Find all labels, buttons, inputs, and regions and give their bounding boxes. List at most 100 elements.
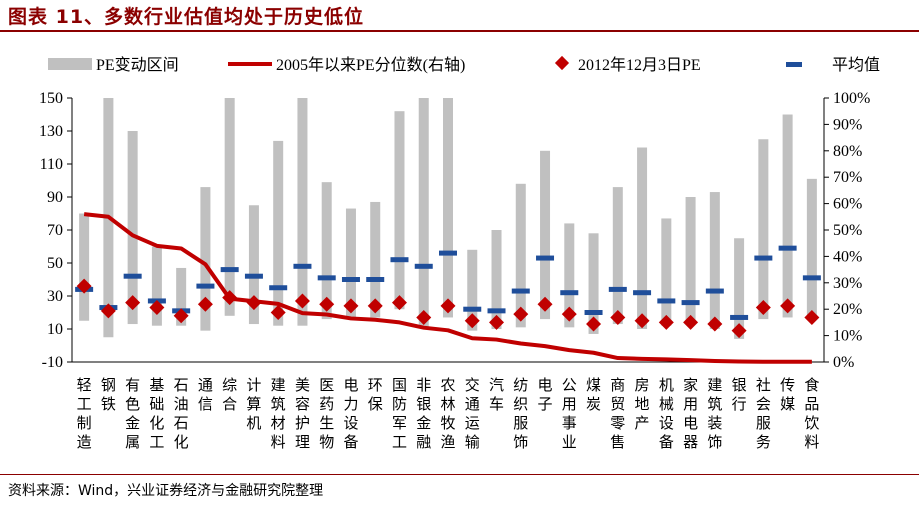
- category-label: 轻工制造: [77, 376, 92, 451]
- legend-average-swatch: [786, 62, 802, 67]
- left-tick-label: 130: [39, 123, 63, 140]
- pe-range-bar: [297, 98, 308, 326]
- average-marker: [390, 257, 409, 263]
- category-label: 计算机: [246, 376, 261, 432]
- category-label: 美容护理: [295, 376, 310, 451]
- left-tick-label: 110: [40, 156, 63, 173]
- left-tick-label: 150: [39, 90, 63, 107]
- pe-range-bar: [224, 98, 235, 316]
- average-marker: [730, 314, 749, 320]
- average-marker: [123, 273, 142, 279]
- category-label: 钢铁: [101, 376, 116, 413]
- pe-range-bar: [685, 197, 696, 325]
- pe-range-bar: [345, 208, 356, 318]
- current-pe-marker: [658, 314, 674, 330]
- current-pe-marker: [707, 316, 723, 332]
- pe-range-bar: [248, 205, 259, 325]
- category-label: 石油石化: [174, 376, 189, 451]
- legend-current-label: 2012年12月3日PE: [578, 56, 701, 74]
- right-tick-label: 100%: [833, 90, 870, 107]
- pe-range-bar: [564, 223, 575, 328]
- category-label: 非银金融: [416, 376, 431, 451]
- percentile-line-path: [83, 212, 812, 364]
- average-marker: [269, 285, 288, 291]
- pe-range-bar: [758, 139, 769, 320]
- category-label: 交通运输: [465, 376, 480, 451]
- percentile-line: [83, 212, 812, 364]
- current-pe-marker: [76, 278, 92, 294]
- current-pe-marker: [537, 296, 553, 312]
- legend-range-label: PE变动区间: [96, 56, 179, 74]
- right-tick-label: 90%: [833, 116, 862, 133]
- average-marker: [584, 310, 603, 315]
- pe-range-bar: [127, 131, 138, 325]
- right-tick-label: 20%: [833, 301, 862, 318]
- legend-average-label: 平均值: [832, 56, 880, 74]
- category-label: 环保: [368, 376, 383, 413]
- left-tick-label: 30: [47, 288, 63, 305]
- current-pe-marker: [100, 303, 116, 319]
- average-marker: [414, 263, 433, 269]
- current-pe-marker: [780, 298, 796, 314]
- category-label: 纺织服饰: [513, 376, 528, 451]
- average-marker: [657, 298, 676, 304]
- pe-range-bar: [588, 233, 599, 334]
- pe-range-bar: [273, 140, 284, 326]
- pe-range-bar: [806, 178, 817, 318]
- average-marker: [681, 300, 700, 306]
- left-tick-label: 50: [47, 255, 63, 272]
- figure-title: 图表 11、多数行业估值均处于历史低位: [8, 6, 365, 28]
- left-tick-label: 10: [47, 321, 63, 338]
- axes: -10 10 30 50 70 90 110 130 150 0% 10% 20% 30% 40% 50% 6…: [39, 90, 870, 371]
- pe-range-bar: [467, 249, 478, 331]
- average-marker: [705, 288, 724, 294]
- right-tick-label: 0%: [833, 354, 854, 371]
- pe-range-bar: [661, 218, 672, 326]
- category-label: 社会服务: [756, 376, 771, 451]
- legend-percentile-label: 2005年以来PE分位数(右轴): [276, 56, 465, 74]
- average-marker: [293, 263, 312, 269]
- current-pe-marker: [804, 309, 820, 325]
- current-pe-marker: [634, 313, 650, 329]
- pe-range-bar: [79, 213, 90, 321]
- category-label: 传媒: [780, 376, 795, 413]
- pe-range-bar: [782, 114, 793, 318]
- current-pe-marker: [755, 300, 771, 316]
- left-tick-label: 90: [47, 189, 63, 206]
- average-marker: [317, 275, 336, 281]
- current-pe-marker: [343, 298, 359, 314]
- right-tick-label: 10%: [833, 328, 862, 345]
- category-label: 基础化工: [149, 376, 164, 451]
- pe-range-bar: [515, 183, 526, 328]
- category-label: 综合: [222, 376, 237, 413]
- current-pe-marker: [561, 306, 577, 322]
- pe-range-bar: [637, 147, 648, 329]
- average-marker: [244, 273, 263, 279]
- current-pe-marker: [513, 306, 529, 322]
- current-pe-marker: [464, 313, 480, 329]
- average-marker: [220, 267, 239, 273]
- category-label: 煤炭: [586, 376, 601, 413]
- source-note: 资料来源：Wind，兴业证券经济与金融研究院整理: [8, 483, 324, 499]
- right-tick-label: 50%: [833, 222, 862, 239]
- right-tick-label: 80%: [833, 143, 862, 160]
- category-label: 有色金属: [125, 376, 140, 451]
- average-marker: [536, 255, 555, 261]
- average-marker: [608, 286, 627, 292]
- current-pe-marker: [367, 298, 383, 314]
- category-label: 农林牧渔: [440, 376, 455, 451]
- average-marker: [463, 306, 482, 312]
- category-labels: 轻工制造钢铁有色金属基础化工石油石化通信综合计算机建筑材料美容护理医药生物电力设…: [77, 376, 820, 451]
- category-label: 建筑装饰: [707, 376, 722, 451]
- pe-range-bar: [151, 246, 162, 326]
- average-marker: [754, 255, 773, 261]
- current-pe-marker: [610, 309, 626, 325]
- category-label: 机械设备: [659, 376, 674, 451]
- pe-range-bar: [540, 150, 551, 320]
- current-pe-marker: [440, 298, 456, 314]
- right-tick-label: 70%: [833, 169, 862, 186]
- pe-range-bar: [394, 111, 405, 310]
- source-divider: [0, 474, 919, 475]
- category-label: 汽车: [489, 376, 504, 413]
- right-tick-label: 60%: [833, 196, 862, 213]
